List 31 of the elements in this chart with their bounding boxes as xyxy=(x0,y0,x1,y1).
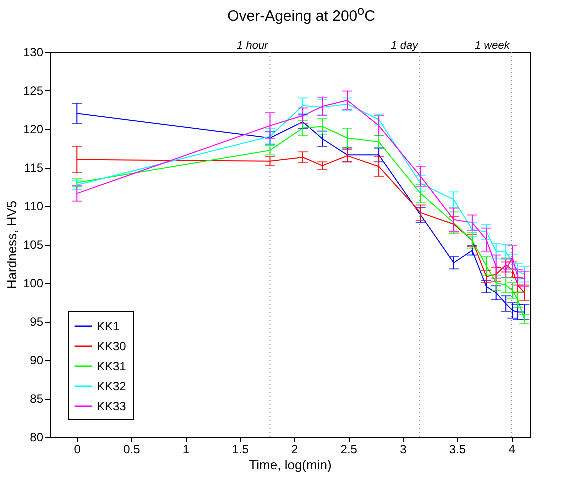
y-tick-label: 120 xyxy=(23,122,44,136)
x-tick-label: 1.5 xyxy=(232,442,250,456)
x-tick-label: 1 xyxy=(182,442,190,456)
x-tick-label: 3.5 xyxy=(449,442,466,456)
chart-title: Over-Ageing at 200$^{o}$C xyxy=(226,3,376,25)
y-tick-label: 95 xyxy=(30,315,44,329)
y-tick-label: 110 xyxy=(24,200,44,214)
legend-label: KK31 xyxy=(97,360,127,374)
x-tick-label: 0 xyxy=(74,442,82,456)
x-tick-label: 3 xyxy=(400,442,408,456)
x-tick-label: 2 xyxy=(292,442,298,456)
y-tick-label: 90 xyxy=(30,354,44,368)
ref-line-label: 1 hour xyxy=(237,40,270,52)
x-tick-label: 4 xyxy=(508,442,516,456)
y-tick-label: 125 xyxy=(23,84,44,98)
y-tick-label: 80 xyxy=(30,430,44,444)
x-axis-title: Time, log(min) xyxy=(249,458,332,472)
legend-label: KK32 xyxy=(97,380,127,394)
legend-label: KK33 xyxy=(97,400,127,414)
x-tick-label: 0.5 xyxy=(124,442,141,456)
legend-label: KK1 xyxy=(97,320,120,334)
y-axis-title: Hardness, HV5 xyxy=(4,200,20,290)
legend-label: KK30 xyxy=(97,340,127,354)
y-tick-label: 105 xyxy=(23,238,44,252)
ref-line-label: 1 week xyxy=(475,40,510,52)
y-tick-label: 100 xyxy=(23,276,44,290)
ref-line-label: 1 day xyxy=(391,40,420,52)
x-tick-label: 2.5 xyxy=(340,442,358,456)
y-tick-label: 115 xyxy=(24,161,44,175)
y-tick-label: 85 xyxy=(30,392,44,406)
y-tick-label: 130 xyxy=(23,46,44,60)
